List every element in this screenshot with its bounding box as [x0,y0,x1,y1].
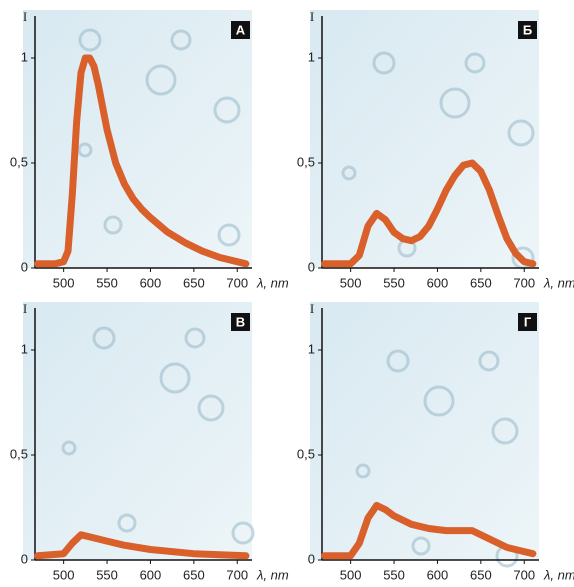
x-tick-label: 550 [383,567,405,582]
x-tick-label: 550 [383,275,405,290]
x-tick-label: 650 [470,275,492,290]
background [23,10,252,268]
panel-letter: Г [524,314,532,329]
x-tick-label: 600 [427,275,449,290]
panel: Iλ, nm 0 0,5 1 500 550 600 650 700 Г [297,301,574,582]
x-axis-label: λ, nm [543,567,574,582]
bubble [411,536,431,556]
y-tick-label: 1 [21,341,28,356]
bubble [464,52,486,74]
bubble [213,96,241,124]
bubble [184,327,206,349]
panel-letter: Б [523,22,532,37]
bubble [478,350,500,372]
x-tick-label: 500 [53,275,75,290]
y-tick-label: 0,5 [10,446,28,461]
bubble [170,29,192,51]
bubble [197,394,225,422]
bubble [423,385,455,417]
panel-letter: А [236,22,246,37]
x-tick-label: 700 [226,275,248,290]
y-tick-label: 1 [308,49,315,64]
y-tick-label: 0 [21,259,28,274]
x-tick-label: 600 [140,275,162,290]
panel-letter: В [236,314,245,329]
x-tick-label: 700 [513,275,535,290]
y-tick-label: 0 [21,551,28,566]
y-tick-label: 0,5 [10,154,28,169]
x-tick-label: 550 [96,275,118,290]
bubble [117,513,137,533]
x-tick-label: 500 [340,567,362,582]
panel: Iλ, nm 0 0,5 1 500 550 600 650 700 А [10,9,289,290]
background [23,302,252,560]
bubble [217,223,241,247]
x-axis-label: λ, nm [256,275,289,290]
panel: Iλ, nm 0 0,5 1 500 550 600 650 700 Б [297,9,574,290]
y-axis-label: I [23,301,27,316]
bubble [507,119,535,147]
x-tick-label: 650 [470,567,492,582]
x-tick-label: 700 [513,567,535,582]
x-tick-label: 600 [140,567,162,582]
bubble [61,440,77,456]
y-tick-label: 0 [308,551,315,566]
bubble [341,165,357,181]
y-axis-label: I [23,9,27,24]
x-tick-label: 600 [427,567,449,582]
x-tick-label: 500 [340,275,362,290]
bubble [78,28,102,52]
panel-badge [231,21,250,39]
x-axis-label: λ, nm [543,275,574,290]
y-axis-label: I [310,9,314,24]
x-axis-label: λ, nm [256,567,289,582]
bubble [439,87,471,119]
spectrum-line [34,54,250,268]
bubble [491,417,519,445]
bubble [386,349,410,373]
panel-badge [518,313,537,331]
bubble [77,142,93,158]
bubble [145,64,177,96]
spectrum-line [321,159,537,268]
y-tick-label: 0,5 [297,154,315,169]
bubble [159,362,191,394]
y-tick-label: 1 [21,49,28,64]
x-tick-label: 550 [96,567,118,582]
panel: Iλ, nm 0 0,5 1 500 550 600 650 700 В [10,301,289,582]
y-tick-label: 1 [308,341,315,356]
spectrum-line [34,531,250,560]
spectrum-line [321,501,537,560]
bubble [92,326,116,350]
y-tick-label: 0 [308,259,315,274]
background [310,302,539,560]
x-tick-label: 650 [183,275,205,290]
x-tick-label: 700 [226,567,248,582]
bubble [231,521,255,545]
bubble [103,215,123,235]
x-tick-label: 500 [53,567,75,582]
panel-badge [231,313,250,331]
panel-badge [518,21,537,39]
bubble [372,51,396,75]
x-tick-label: 650 [183,567,205,582]
y-axis-label: I [310,301,314,316]
y-tick-label: 0,5 [297,446,315,461]
bubble [355,463,371,479]
